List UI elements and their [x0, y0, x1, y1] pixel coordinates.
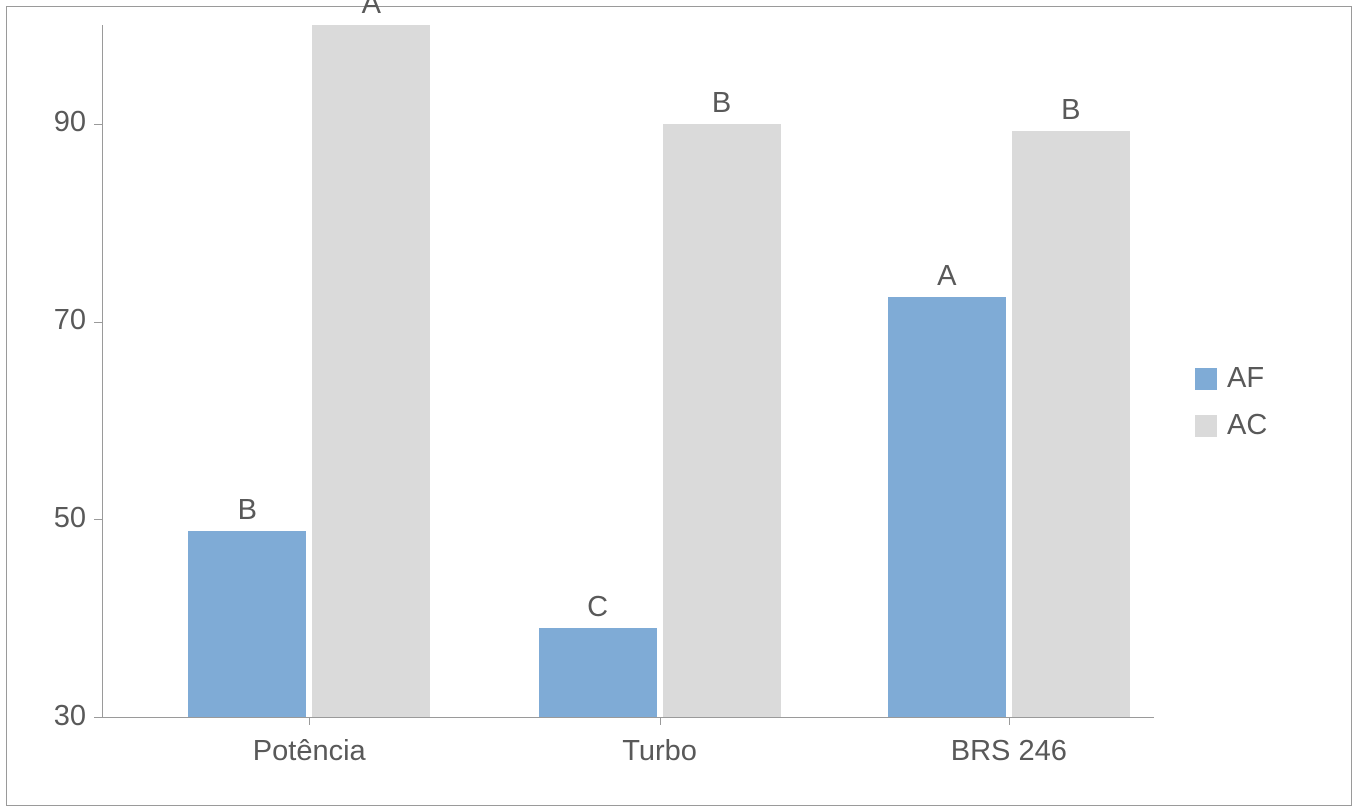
- x-tick: [309, 717, 310, 725]
- bar-AC-0: [312, 25, 430, 717]
- y-tick-label: 70: [54, 304, 86, 337]
- legend-item-AF: AF: [1195, 362, 1267, 395]
- x-axis-line: [102, 717, 1154, 718]
- legend: AF AC: [1195, 362, 1267, 456]
- bar-letter-AC-2: B: [1012, 94, 1130, 127]
- bar-letter-AF-2: A: [888, 260, 1006, 293]
- legend-item-AC: AC: [1195, 409, 1267, 442]
- y-axis-line: [102, 25, 103, 717]
- legend-label-AC: AC: [1227, 409, 1267, 442]
- y-tick-label: 90: [54, 106, 86, 139]
- bar-letter-AC-0: A: [312, 0, 430, 21]
- x-tick: [1009, 717, 1010, 725]
- y-tick: [94, 322, 102, 323]
- bar-AF-1: [539, 628, 657, 717]
- legend-label-AF: AF: [1227, 362, 1264, 395]
- y-tick: [94, 717, 102, 718]
- bar-letter-AC-1: B: [663, 87, 781, 120]
- x-category-label: Turbo: [560, 735, 760, 768]
- legend-swatch-AF: [1195, 368, 1217, 390]
- bar-AC-2: [1012, 131, 1130, 717]
- legend-swatch-AC: [1195, 415, 1217, 437]
- bar-letter-AF-0: B: [188, 494, 306, 527]
- y-tick-label: 50: [54, 502, 86, 535]
- x-category-label: Potência: [209, 735, 409, 768]
- y-tick: [94, 519, 102, 520]
- bar-AF-0: [188, 531, 306, 717]
- y-tick-label: 30: [54, 700, 86, 733]
- bar-AF-2: [888, 297, 1006, 717]
- bar-letter-AF-1: C: [539, 591, 657, 624]
- x-tick: [660, 717, 661, 725]
- x-category-label: BRS 246: [909, 735, 1109, 768]
- y-tick: [94, 124, 102, 125]
- bar-AC-1: [663, 124, 781, 717]
